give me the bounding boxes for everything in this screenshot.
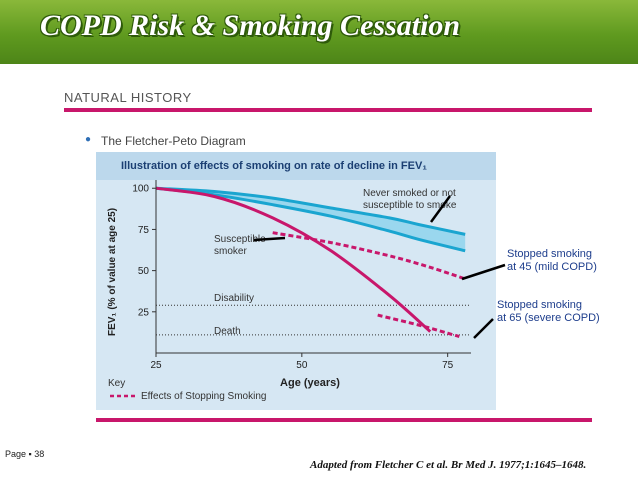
- arrow-susceptible: [253, 236, 286, 242]
- subheading: The Fletcher-Peto Diagram: [101, 134, 246, 148]
- y-tick-50: 50: [138, 266, 150, 277]
- y-tick-25: 25: [138, 307, 150, 318]
- x-tick-25: 25: [150, 360, 162, 371]
- title-banner: [0, 0, 638, 64]
- y-axis-label: FEV₁ (% of value at age 25): [107, 208, 118, 336]
- page-number: Page ▪ 38: [5, 449, 45, 459]
- arrow-stopped-45: [461, 263, 506, 281]
- x-axis-label: Age (years): [280, 377, 340, 389]
- label-never-smoked-cont: susceptible to smoke: [363, 200, 457, 211]
- arrow-never: [429, 195, 452, 223]
- callout-stopped-45: Stopped smoking: [507, 248, 592, 260]
- line-never-smoked-lower: [155, 186, 466, 253]
- arrow-stopped-65: [473, 318, 494, 339]
- citation: Adapted from Fletcher C et al. Br Med J.…: [310, 459, 587, 471]
- line-never-smoked-upper: [155, 186, 466, 236]
- chart-header: [96, 152, 496, 180]
- callout-stopped-65: Stopped smoking: [497, 299, 582, 311]
- key-entry: Effects of Stopping Smoking: [141, 391, 266, 402]
- line-stopped-at-65: [377, 313, 460, 338]
- label-disability: Disability: [214, 293, 254, 304]
- label-susceptible-smoker-cont: smoker: [214, 246, 247, 257]
- x-tick-50: 50: [296, 360, 308, 371]
- chart-title: Illustration of effects of smoking on ra…: [121, 160, 427, 172]
- line-susceptible-smoker: [155, 186, 432, 333]
- top-divider: [64, 108, 592, 112]
- y-tick-100: 100: [132, 184, 149, 195]
- callout-stopped-45-cont: at 45 (mild COPD): [507, 261, 597, 273]
- section-heading: NATURAL HISTORY: [64, 90, 192, 105]
- bullet-icon: ●: [85, 134, 92, 145]
- slide-title: COPD Risk & Smoking Cessation: [40, 9, 461, 42]
- chart-panel: [96, 152, 496, 410]
- label-never-smoked: Never smoked or not: [363, 188, 456, 199]
- key-heading: Key: [108, 378, 125, 389]
- x-tick-75: 75: [442, 360, 454, 371]
- y-tick-75: 75: [138, 225, 150, 236]
- callout-stopped-65-cont: at 65 (severe COPD): [497, 312, 600, 324]
- label-susceptible-smoker: Susceptible: [214, 234, 266, 245]
- line-stopped-at-45: [272, 231, 466, 281]
- bottom-divider: [96, 418, 592, 422]
- label-death: Death: [214, 326, 241, 337]
